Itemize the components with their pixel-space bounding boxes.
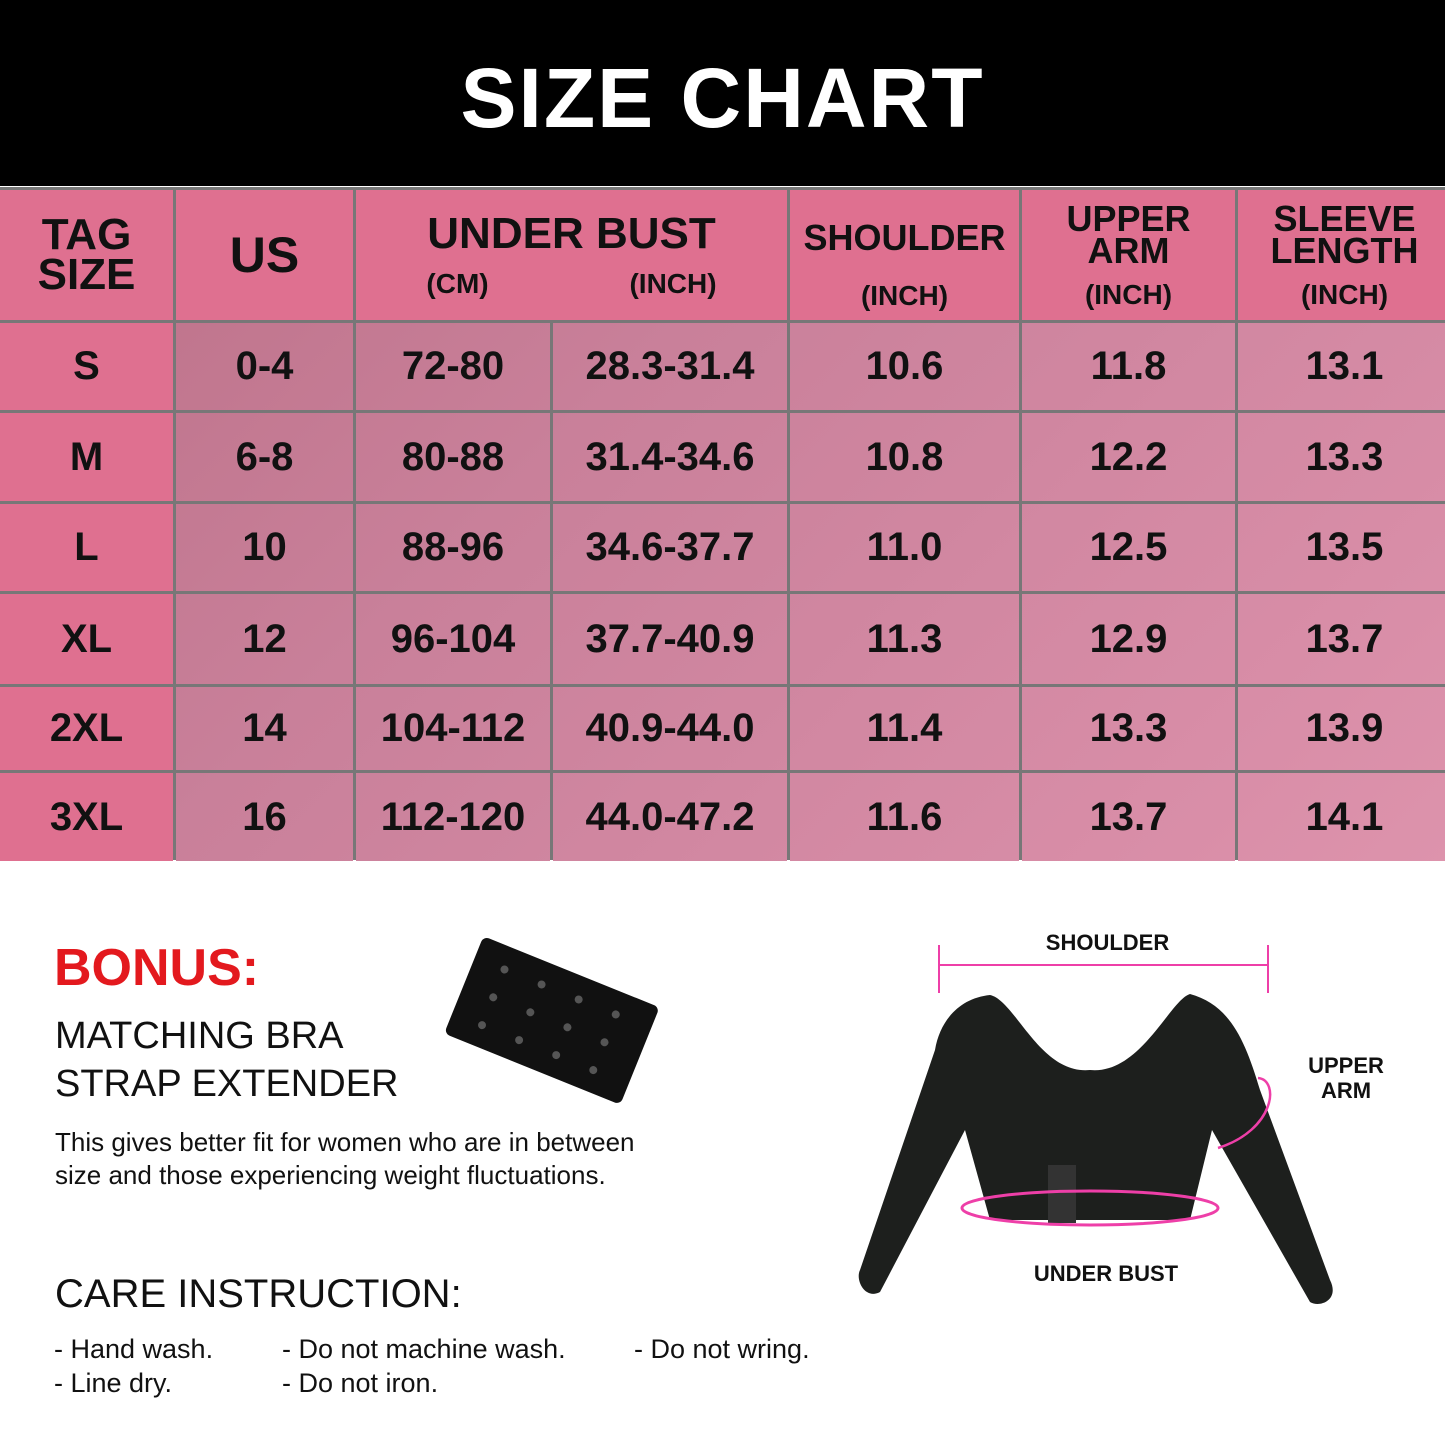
bonus-description: This gives better fit for women who are … [55,1126,635,1192]
unit-inch: (INCH) [629,268,717,300]
care-item: - Line dry. [54,1368,173,1398]
bonus-line: STRAP EXTENDER [55,1063,399,1105]
desc-line: This gives better fit for women who are … [55,1127,635,1157]
cell-sleeve-length: 14.1 [1238,773,1445,861]
header-text: US [229,226,300,283]
cell-us: 10 [176,504,353,591]
cell-upper-arm: 12.9 [1022,594,1235,684]
header-under-bust: UNDER BUST (CM) (INCH) [356,190,787,320]
cell-tag-size: XL [0,594,173,684]
cell-us: 6-8 [176,413,353,501]
cell-shoulder: 10.8 [790,413,1019,501]
unit-inch: (INCH) [860,279,949,311]
bonus-heading: BONUS: [54,939,260,997]
cell-shoulder: 11.0 [790,504,1019,591]
cell-under-bust-inch: 28.3-31.4 [553,323,787,410]
cell-shoulder: 11.6 [790,773,1019,861]
cell-sleeve-length: 13.7 [1238,594,1445,684]
upper-arm-label: UPPER ARM [1300,1053,1392,1103]
cell-under-bust-inch: 37.7-40.9 [553,594,787,684]
cell-tag-size: M [0,413,173,501]
cell-under-bust-inch: 40.9-44.0 [553,687,787,770]
unit-inch: (INCH) [1084,278,1173,310]
cell-shoulder: 11.4 [790,687,1019,770]
bra-strap-extender-image [445,937,658,1103]
cell-upper-arm: 12.5 [1022,504,1235,591]
care-item: - Do not wring. [634,1334,810,1364]
cell-us: 16 [176,773,353,861]
header-text: SHOULDER [803,217,1006,259]
header-text: SLEEVE [1273,198,1416,240]
header-shoulder: SHOULDER (INCH) [790,190,1019,320]
cell-sleeve-length: 13.3 [1238,413,1445,501]
header-us: US [176,190,353,320]
shoulder-label: SHOULDER [1045,930,1170,955]
cell-us: 14 [176,687,353,770]
cell-upper-arm: 13.3 [1022,687,1235,770]
header-text: UNDER BUST [427,208,716,258]
header-upper-arm: UPPER ARM (INCH) [1022,190,1235,320]
cell-tag-size: S [0,323,173,410]
cell-tag-size: 2XL [0,687,173,770]
cell-us: 12 [176,594,353,684]
care-item: - Hand wash. [54,1334,214,1364]
unit-inch: (INCH) [1300,278,1389,310]
cell-shoulder: 10.6 [790,323,1019,410]
cell-sleeve-length: 13.5 [1238,504,1445,591]
unit-cm: (CM) [426,268,489,300]
header-tag-size: TAG SIZE [0,190,173,320]
cell-upper-arm: 13.7 [1022,773,1235,861]
cell-under-bust-cm: 88-96 [356,504,550,591]
page-title: SIZE CHART [460,50,985,145]
care-item: - Do not machine wash. [282,1334,566,1364]
cell-us: 0-4 [176,323,353,410]
header-text: UPPER [1066,198,1191,240]
cell-sleeve-length: 13.1 [1238,323,1445,410]
cell-under-bust-inch: 31.4-34.6 [553,413,787,501]
header-text: LENGTH [1270,230,1419,272]
care-item: - Do not iron. [282,1368,439,1398]
bonus-line: MATCHING BRA [55,1015,344,1057]
cell-under-bust-cm: 72-80 [356,323,550,410]
cell-shoulder: 11.3 [790,594,1019,684]
cell-under-bust-cm: 96-104 [356,594,550,684]
cell-under-bust-cm: 104-112 [356,687,550,770]
desc-line: size and those experiencing weight fluct… [55,1160,606,1190]
header-text: TAG [41,210,132,260]
bonus-title: MATCHING BRA STRAP EXTENDER [55,1012,398,1108]
cell-under-bust-cm: 112-120 [356,773,550,861]
under-bust-label: UNDER BUST [1033,1261,1179,1286]
garment-diagram [858,945,1333,1304]
cell-tag-size: 3XL [0,773,173,861]
cell-sleeve-length: 13.9 [1238,687,1445,770]
label-line: UPPER [1308,1053,1384,1078]
cell-under-bust-cm: 80-88 [356,413,550,501]
header-text: ARM [1087,230,1170,272]
header-text: SIZE [37,250,136,299]
cell-tag-size: L [0,504,173,591]
title-bar: SIZE CHART [0,0,1445,186]
cell-upper-arm: 12.2 [1022,413,1235,501]
cell-under-bust-inch: 34.6-37.7 [553,504,787,591]
care-heading: CARE INSTRUCTION: [55,1272,462,1316]
header-sleeve-length: SLEEVE LENGTH (INCH) [1238,190,1445,320]
cell-upper-arm: 11.8 [1022,323,1235,410]
cell-under-bust-inch: 44.0-47.2 [553,773,787,861]
size-table: TAG SIZE US UNDER BUST (CM) (INCH) SHOULDER… [0,187,1445,861]
label-line: ARM [1320,1078,1372,1103]
